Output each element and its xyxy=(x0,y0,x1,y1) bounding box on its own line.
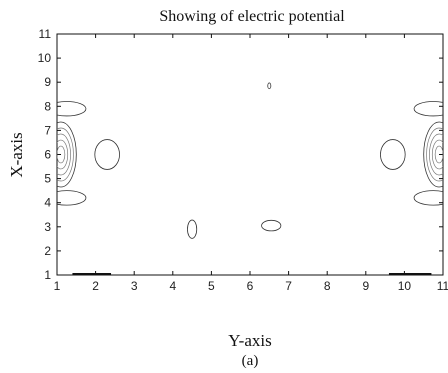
contour-left-edge-core xyxy=(57,139,69,170)
y-tick-label: 9 xyxy=(44,75,51,89)
plot-frame xyxy=(56,33,444,276)
contour-right-edge-core xyxy=(431,139,443,170)
contour-upper-right-arc xyxy=(413,101,443,117)
tick-marks xyxy=(56,33,444,276)
contour-lines xyxy=(57,82,443,239)
contour-left-edge-core xyxy=(57,145,66,164)
y-tick-label: 6 xyxy=(44,148,51,162)
y-tick-label: 4 xyxy=(44,196,51,210)
contour-right-edge-core xyxy=(423,121,443,188)
contour-lower-left-arc xyxy=(57,190,87,206)
x-axis-label: Y-axis xyxy=(228,331,271,350)
contour-right-lobe xyxy=(380,139,406,170)
contour-left-edge-core xyxy=(57,133,71,176)
chart-title: Showing of electric potential xyxy=(159,8,345,25)
y-tick-label: 5 xyxy=(44,172,51,186)
x-tick-label: 5 xyxy=(208,279,215,293)
contour-dot-top xyxy=(267,82,272,90)
x-tick-label: 3 xyxy=(131,279,138,293)
x-tick-label: 11 xyxy=(437,279,448,293)
y-axis-label: X-axis xyxy=(7,132,26,177)
contour-right-edge-core xyxy=(429,133,443,176)
figure-caption: (a) xyxy=(242,353,259,369)
y-tick-label: 8 xyxy=(44,99,51,113)
x-tick-label: 4 xyxy=(169,279,176,293)
contour-right-edge-core xyxy=(426,127,443,182)
contour-left-lobe xyxy=(94,139,120,170)
x-tick-label: 1 xyxy=(54,279,61,293)
x-tick-labels: 1 2 3 4 5 6 7 8 9 10 11 xyxy=(54,279,448,293)
y-tick-label: 10 xyxy=(38,51,52,65)
y-tick-label: 11 xyxy=(39,27,52,41)
contour-lower-right-arc xyxy=(413,190,443,206)
x-tick-label: 9 xyxy=(362,279,369,293)
contour-blob-mid xyxy=(261,219,282,232)
x-tick-label: 6 xyxy=(247,279,254,293)
contour-right-edge-core xyxy=(434,145,443,164)
contour-spike-mid-left xyxy=(187,219,198,239)
y-tick-labels: 1 2 3 4 5 6 7 8 9 10 11 xyxy=(38,27,52,282)
x-tick-label: 2 xyxy=(92,279,99,293)
y-tick-label: 7 xyxy=(44,123,51,137)
x-tick-label: 7 xyxy=(285,279,292,293)
contour-left-edge-core xyxy=(57,121,77,188)
x-tick-label: 10 xyxy=(398,279,412,293)
contour-upper-left-arc xyxy=(57,101,87,117)
y-tick-label: 1 xyxy=(44,268,51,282)
x-tick-label: 8 xyxy=(324,279,331,293)
contour-left-edge-core xyxy=(57,127,74,182)
y-tick-label: 3 xyxy=(44,220,51,234)
y-tick-label: 2 xyxy=(44,244,51,258)
